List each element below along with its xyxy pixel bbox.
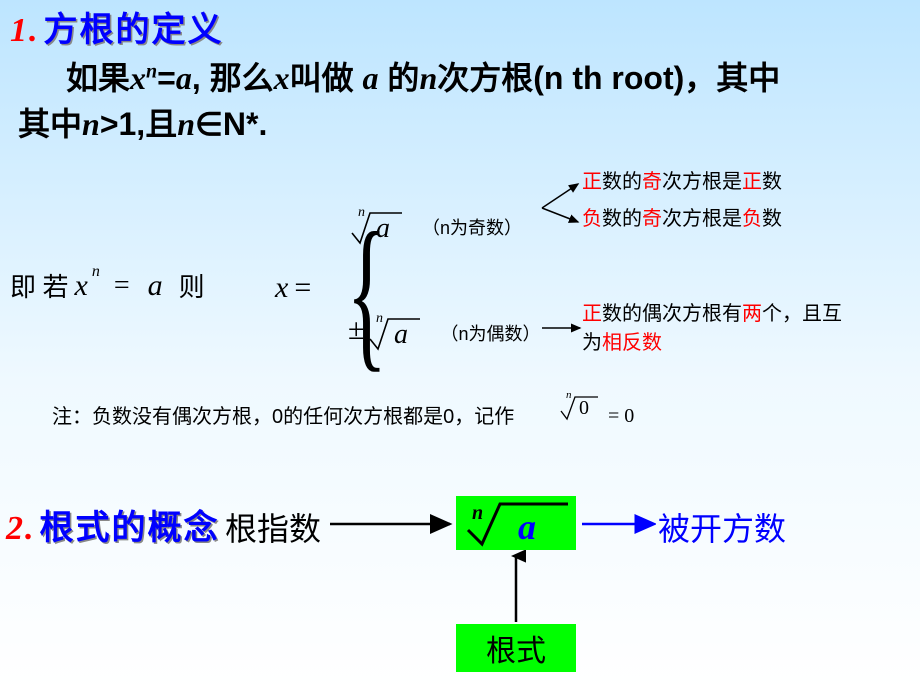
txt: 次方根(n th root)，其中	[437, 60, 780, 96]
case-odd: n a （n为奇数）	[348, 207, 522, 247]
txt: 则	[179, 267, 205, 304]
case-even-label: （n为偶数）	[440, 320, 540, 346]
section-1-title: 1.方根的定义	[10, 2, 224, 51]
label-root-index: 根指数	[225, 504, 321, 550]
var-a: a	[148, 269, 163, 303]
txt: ∈N*.	[195, 106, 267, 142]
equals-zero: = 0	[608, 405, 634, 427]
txt: , 那么	[192, 60, 274, 96]
root-index: n	[358, 205, 365, 221]
plus-minus: ±	[348, 313, 364, 347]
var-a: a	[363, 60, 379, 96]
note-text: 注：负数没有偶次方根，0的任何次方根都是0，记作	[52, 400, 514, 429]
section-1-number: 1.	[10, 12, 40, 49]
var-x: x	[274, 60, 290, 96]
case-even: ± n a （n为偶数）	[348, 313, 540, 353]
txt: 其中	[18, 106, 82, 142]
equals: =	[294, 271, 311, 304]
root-index: n	[566, 389, 572, 401]
root-index: n	[472, 502, 483, 525]
var-x: x	[130, 60, 146, 96]
txt: 即 若	[10, 267, 69, 304]
sup-n: n	[92, 263, 100, 281]
radicand: a	[518, 506, 536, 548]
root-index: n	[376, 311, 383, 327]
arrow-to-index-icon	[328, 514, 458, 534]
txt: 叫做	[290, 60, 363, 96]
sup-n: n	[146, 60, 157, 82]
nth-root-icon: n a	[348, 207, 404, 247]
eq-lhs: 即 若 xn = a 则	[10, 267, 205, 304]
rule-odd-negative: 负数的奇次方根是负数	[582, 205, 782, 234]
txt: 的	[379, 60, 420, 96]
var-n: n	[177, 106, 195, 142]
arrow-to-radical-icon	[506, 550, 526, 626]
rule-even: 正数的偶次方根有两个，且互为相反数	[582, 300, 852, 358]
note-formula: n 0 = 0	[558, 392, 634, 428]
txt: 如果	[66, 60, 130, 96]
rule-odd-positive: 正数的奇次方根是正数	[582, 168, 782, 197]
radical-box: n a	[456, 496, 576, 550]
radicand: a	[376, 213, 390, 245]
big-root-icon: n a	[456, 496, 576, 550]
equals: =	[114, 270, 130, 302]
arrow-to-radicand-icon	[576, 514, 656, 534]
radical-diagram: 根指数 被开方数 n a 根式	[0, 490, 920, 690]
var-n: n	[82, 106, 100, 142]
radicand: a	[394, 319, 408, 351]
var-n: n	[419, 60, 437, 96]
definition-paragraph: 如果xn=a, 那么x叫做 a 的n次方根(n th root)，其中其中n>1…	[18, 55, 898, 148]
txt: >1,且	[100, 106, 177, 142]
var-x: x	[75, 269, 88, 303]
label-radical: 根式	[456, 624, 576, 672]
var-a: a	[176, 60, 192, 96]
section-1-text: 方根的定义	[44, 12, 224, 49]
nth-root-pm-icon: ± n a	[348, 313, 422, 353]
zero: 0	[579, 397, 589, 420]
case-odd-label: （n为奇数）	[422, 214, 522, 240]
x-equals: x=	[275, 271, 311, 305]
var-x: x	[275, 271, 288, 304]
label-radicand: 被开方数	[658, 504, 786, 550]
